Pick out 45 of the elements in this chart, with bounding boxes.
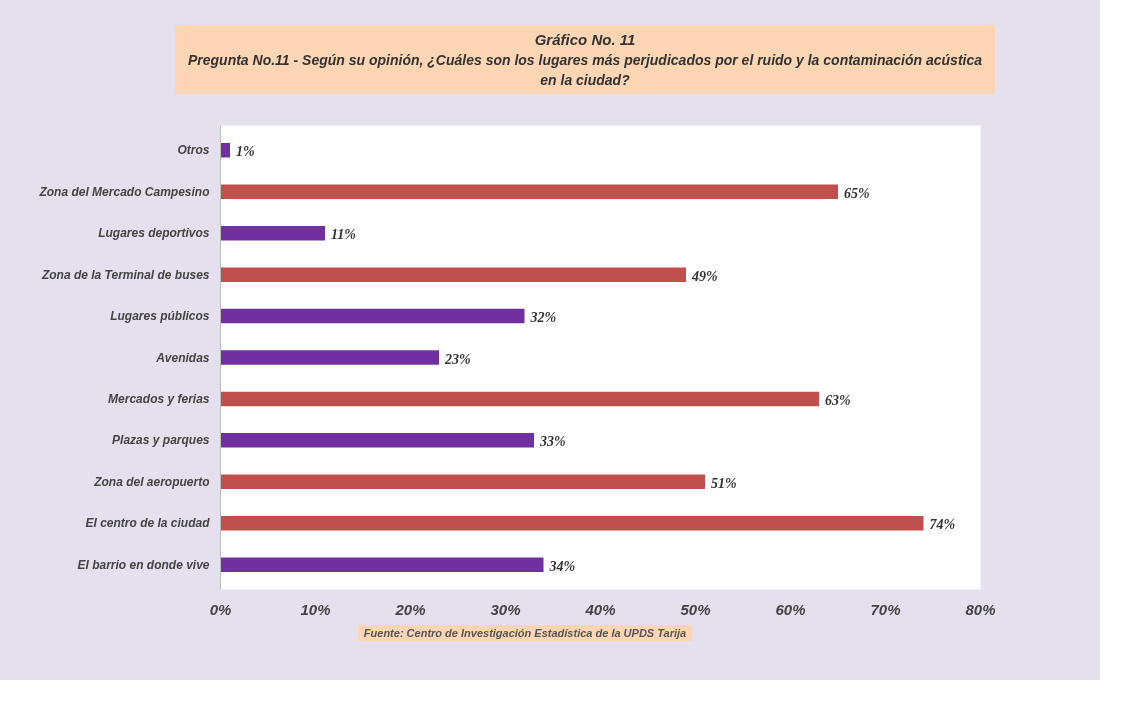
x-tick-label: 40% — [584, 600, 616, 618]
y-tick-label: Avenidas — [155, 350, 210, 365]
data-label: 63% — [825, 392, 851, 408]
chart-title: Gráfico No. 11 — [533, 30, 637, 50]
data-label: 34% — [548, 558, 576, 574]
y-tick-label: Zona de la Terminal de buses — [40, 267, 210, 282]
y-tick-label: Mercados y ferias — [108, 391, 210, 406]
x-tick-label: 50% — [680, 600, 711, 618]
x-tick-label: 20% — [394, 600, 426, 618]
data-label: 65% — [844, 185, 870, 201]
data-label: 51% — [711, 475, 737, 491]
bar — [220, 515, 924, 531]
bar — [220, 433, 534, 448]
chart-subtitle: Pregunta No.11 - Según su opinión, ¿Cuáles son los lugares más perjudicados por el ruido y la contaminación acústica en la ciudad? — [187, 51, 983, 91]
source-note: Fuente: Centro de Investigación Estadística de la UPDS Tarija — [357, 625, 693, 641]
bar — [220, 143, 230, 158]
bar — [220, 308, 525, 324]
y-tick-label: Lugares deportivos — [98, 226, 210, 241]
x-tick-label: 10% — [300, 600, 331, 618]
bar — [220, 350, 439, 365]
bar — [220, 474, 705, 490]
data-label: 49% — [691, 268, 718, 284]
data-label: 32% — [529, 310, 557, 326]
y-tick-label: Zona del aeropuerto — [93, 474, 210, 489]
data-label: 11% — [331, 227, 356, 243]
y-tick-label: El centro de la ciudad — [85, 516, 211, 531]
data-label: 74% — [929, 517, 956, 533]
bar — [220, 225, 325, 241]
x-tick-label: 0% — [209, 600, 232, 618]
data-label: 33% — [539, 434, 566, 450]
y-tick-label: Otros — [177, 143, 210, 158]
y-tick-label: Plazas y parques — [112, 433, 210, 448]
x-tick-label: 30% — [490, 600, 521, 618]
y-tick-label: Lugares públicos — [110, 309, 210, 324]
y-tick-label: El barrio en donde vive — [77, 557, 210, 572]
x-tick-label: 80% — [965, 600, 996, 618]
y-tick-label: Zona del Mercado Campesino — [38, 184, 210, 199]
bar — [220, 391, 819, 407]
bar — [220, 557, 544, 572]
bar — [220, 267, 686, 282]
data-label: 1% — [236, 144, 255, 160]
x-tick-label: 60% — [775, 600, 806, 618]
bar — [220, 184, 838, 200]
data-label: 23% — [444, 351, 471, 367]
x-tick-label: 70% — [870, 600, 901, 618]
